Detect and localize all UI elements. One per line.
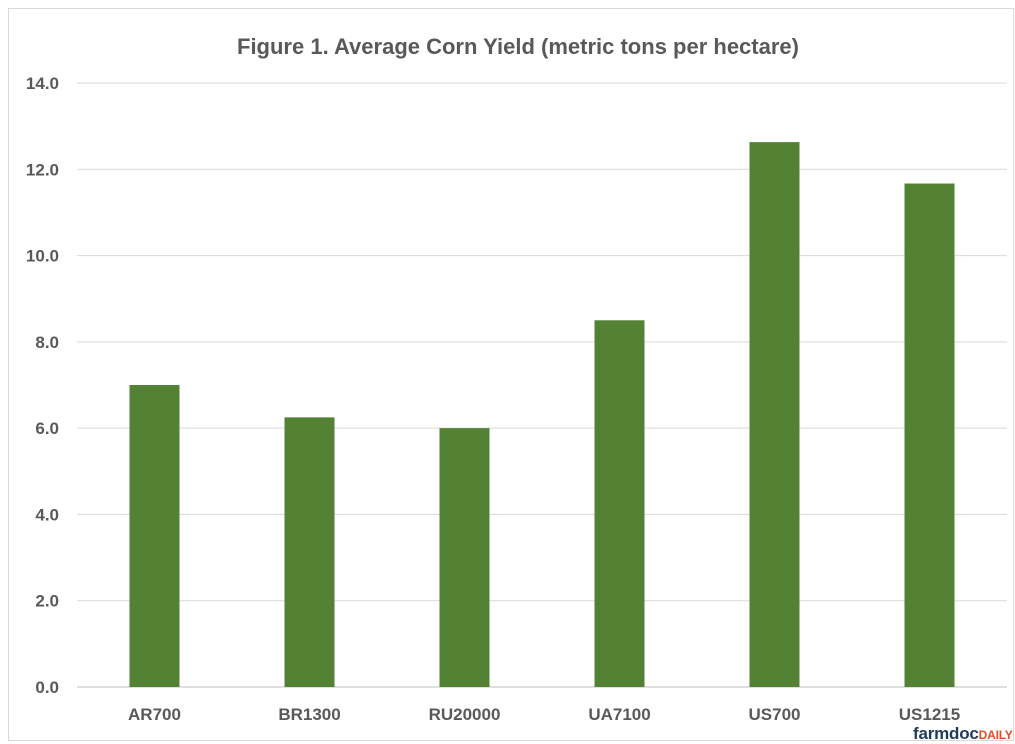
bars (129, 142, 955, 687)
y-tick-label: 2.0 (35, 592, 59, 611)
x-tick-label: RU20000 (429, 705, 501, 724)
y-tick-label: 6.0 (35, 419, 59, 438)
x-tick-label: UA7100 (588, 705, 650, 724)
y-tick-label: 10.0 (26, 247, 59, 266)
y-tick-label: 0.0 (35, 678, 59, 697)
bar-us1215 (904, 183, 955, 687)
x-tick-label: AR700 (128, 705, 181, 724)
chart-frame: Figure 1. Average Corn Yield (metric ton… (8, 8, 1014, 741)
gridlines (77, 82, 1007, 688)
y-tick-label: 4.0 (35, 505, 59, 524)
bar-ru20000 (439, 428, 490, 687)
y-tick-label: 8.0 (35, 333, 59, 352)
logo-accent-text: DAILY (978, 728, 1013, 742)
chart-title: Figure 1. Average Corn Yield (metric ton… (237, 34, 799, 59)
bar-ar700 (129, 385, 180, 687)
bar-us700 (749, 142, 800, 687)
x-axis-labels: AR700 BR1300 RU20000 UA7100 US700 US1215 (128, 705, 960, 724)
bar-chart: Figure 1. Average Corn Yield (metric ton… (26, 34, 1007, 724)
y-tick-label: 14.0 (26, 74, 59, 93)
bar-br1300 (284, 417, 335, 687)
bar-ua7100 (594, 320, 645, 687)
farmdoc-daily-logo: farmdocDAILY (913, 725, 1013, 744)
x-tick-label: BR1300 (278, 705, 340, 724)
x-tick-label: US700 (749, 705, 801, 724)
y-tick-label: 12.0 (26, 160, 59, 179)
x-tick-label: US1215 (899, 705, 960, 724)
logo-main-text: farmdoc (913, 724, 979, 743)
y-axis-ticks: 0.0 2.0 4.0 6.0 8.0 10.0 12.0 14.0 (26, 74, 59, 697)
